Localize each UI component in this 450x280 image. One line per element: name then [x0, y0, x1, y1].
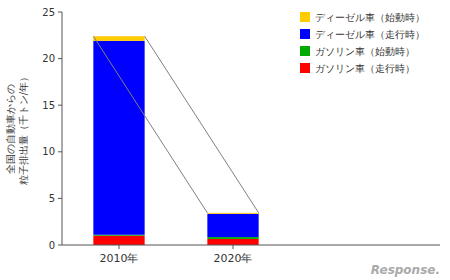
x-tick: [119, 245, 120, 249]
y-tick-label: 10: [42, 146, 55, 157]
y-axis-label-line: 粒子排出量（千トン/年）: [18, 72, 29, 185]
y-axis: [62, 12, 63, 245]
y-tick: [58, 245, 62, 246]
y-tick-label: 0: [49, 240, 55, 251]
legend-swatch: [300, 63, 310, 73]
bar-segment: [207, 237, 258, 239]
y-tick: [58, 58, 62, 59]
legend-swatch: [300, 29, 310, 39]
bars: [93, 36, 258, 245]
connector-line: [93, 36, 207, 213]
bar-segment: [207, 239, 258, 245]
chart-container: 0 5 10 15 20 25 2010年 2020年 全国の自動車からの粒子排出量（千トン/年…: [0, 0, 450, 280]
bar-segment: [207, 212, 258, 214]
y-tick-label: 20: [42, 53, 55, 64]
watermark: Response.: [371, 263, 440, 277]
y-tick-label: 25: [42, 7, 55, 18]
y-axis-label-line: 全国の自動車からの: [5, 84, 16, 174]
chart: 0 5 10 15 20 25 2010年 2020年 全国の自動車からの粒子排出量（千トン/年…: [0, 0, 450, 280]
y-tick: [58, 12, 62, 13]
bar-segment: [93, 236, 144, 245]
y-tick: [58, 151, 62, 152]
y-axis-label: 全国の自動車からの粒子排出量（千トン/年）: [5, 72, 29, 185]
x-tick-label: 2010年: [100, 252, 139, 265]
y-tick: [58, 198, 62, 199]
legend-label: ガソリン車（走行時）: [315, 63, 415, 74]
x-tick: [233, 245, 234, 249]
connector-line: [145, 36, 259, 213]
legend: ディーゼル車（始動時） ディーゼル車（走行時） ガソリン車（始動時） ガソリン車（走行…: [300, 12, 425, 74]
bar-segment: [93, 36, 144, 41]
y-tick: [58, 105, 62, 106]
legend-swatch: [300, 46, 310, 56]
legend-label: ガソリン車（始動時）: [315, 46, 415, 57]
bar-segment: [207, 214, 258, 237]
legend-label: ディーゼル車（走行時）: [315, 29, 425, 40]
bar-segment: [93, 41, 144, 235]
legend-label: ディーゼル車（始動時）: [315, 12, 425, 23]
legend-swatch: [300, 12, 310, 22]
x-tick-label: 2020年: [214, 252, 253, 265]
y-tick-label: 15: [42, 100, 55, 111]
y-tick-label: 5: [49, 193, 55, 204]
